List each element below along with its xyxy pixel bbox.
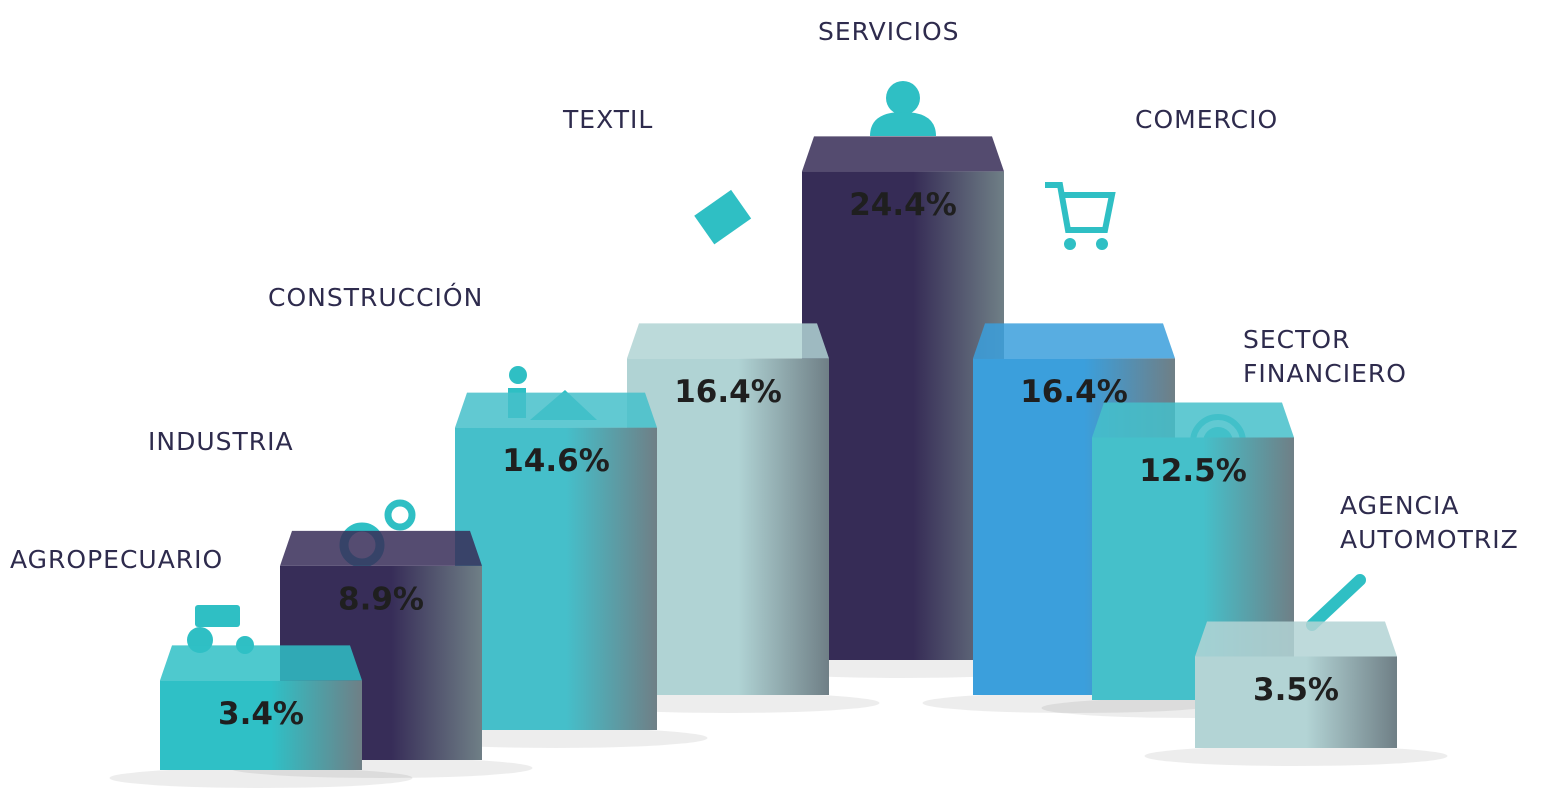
- value-label: 14.6%: [502, 443, 610, 479]
- bar-top: [455, 392, 657, 428]
- bar: [802, 171, 1004, 660]
- category-label: SECTOR FINANCIERO: [1243, 325, 1407, 388]
- thread-icon: [694, 189, 752, 245]
- bar: [1195, 656, 1397, 748]
- bar-group: 14.6%: [404, 392, 708, 748]
- bar: [455, 427, 657, 730]
- wrench-icon: [1306, 574, 1366, 631]
- bar-top: [627, 323, 829, 359]
- value-label: 12.5%: [1139, 453, 1247, 489]
- value-label: 3.5%: [1253, 672, 1339, 708]
- bar-shadow: [109, 768, 413, 788]
- category-label: AGROPECUARIO: [10, 545, 224, 574]
- bar-top: [1195, 621, 1397, 657]
- bar-shadow: [1144, 746, 1448, 766]
- category-label: TEXTIL: [563, 105, 654, 134]
- bar-group: 3.4%: [109, 645, 413, 788]
- category-label: INDUSTRIA: [148, 427, 294, 456]
- category-label: SERVICIOS: [818, 17, 960, 46]
- bar-top: [802, 136, 1004, 172]
- bar-group: 24.4%: [751, 136, 1055, 678]
- category-label: CONSTRUCCIÓN: [268, 283, 484, 312]
- person-icon: [870, 81, 936, 136]
- value-label: 3.4%: [218, 696, 304, 732]
- bar-top: [1092, 402, 1294, 438]
- value-label: 24.4%: [849, 187, 957, 223]
- bar: [160, 680, 362, 770]
- category-label: COMERCIO: [1135, 105, 1279, 134]
- bar-top: [280, 530, 482, 566]
- bar-group: 16.4%: [576, 323, 880, 713]
- value-label: 8.9%: [338, 581, 424, 617]
- bar-group: 3.5%: [1144, 621, 1448, 766]
- bar-top: [160, 645, 362, 681]
- value-label: 16.4%: [674, 374, 782, 410]
- cart-icon: [1045, 182, 1116, 250]
- bar-top: [973, 323, 1175, 359]
- bar: [627, 358, 829, 695]
- category-label: AGENCIA AUTOMOTRIZ: [1340, 491, 1519, 554]
